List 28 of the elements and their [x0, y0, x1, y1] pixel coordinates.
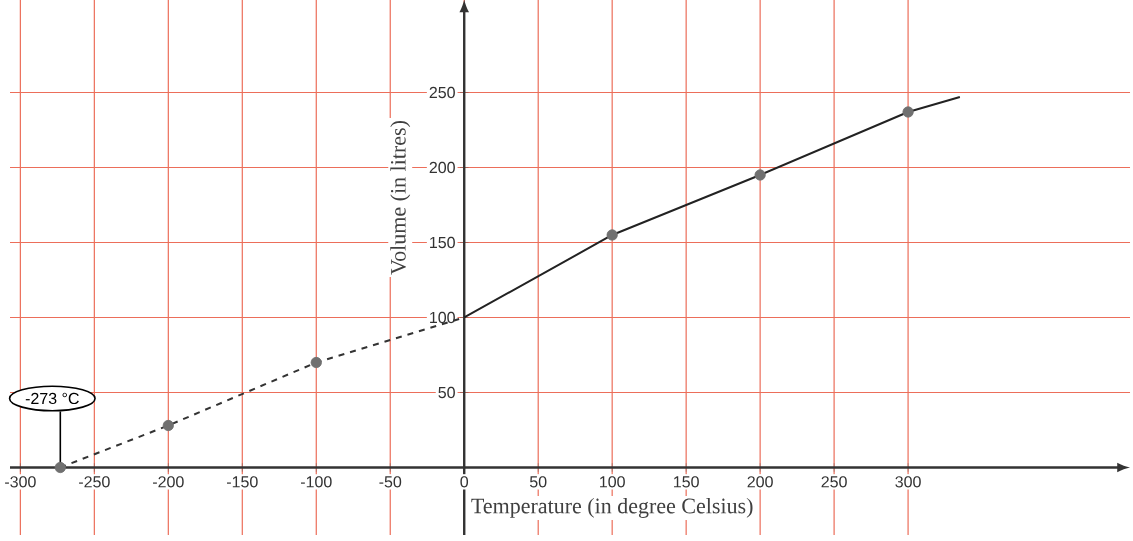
x-tick-label: -200 — [153, 476, 184, 488]
x-tick-label: 250 — [821, 476, 847, 488]
x-tick-label: 150 — [674, 476, 699, 488]
x-tick-label: -300 — [5, 476, 36, 488]
line-series — [463, 96, 961, 319]
x-tick-label: 0 — [460, 476, 469, 488]
x-tick-label: 100 — [600, 476, 625, 488]
annotation: -273 °C — [25, 392, 79, 405]
y-tick-label: 150 — [430, 236, 455, 249]
y-tick-label: 200 — [429, 161, 455, 174]
x-tick-label: -50 — [379, 476, 402, 488]
x-tick-label: -100 — [300, 476, 332, 488]
point — [754, 169, 766, 181]
point — [162, 419, 174, 432]
x-tick-label: 300 — [895, 476, 921, 488]
y-tick-label: 50 — [438, 386, 455, 399]
x-axis-title: Temperature (in degree Celsius) — [471, 497, 753, 518]
x-tick-label: -250 — [79, 476, 110, 488]
point — [902, 106, 914, 118]
y-tick-label: 250 — [429, 86, 455, 99]
point — [310, 356, 322, 369]
x-tick-label: -150 — [227, 476, 258, 488]
y-axis-title: Volume (in litres) — [390, 121, 411, 275]
x-tick-label: 50 — [529, 476, 547, 488]
point — [606, 229, 618, 241]
x-tick-label: 200 — [747, 476, 773, 488]
y-tick-label: 100 — [430, 311, 455, 324]
point — [54, 461, 66, 474]
